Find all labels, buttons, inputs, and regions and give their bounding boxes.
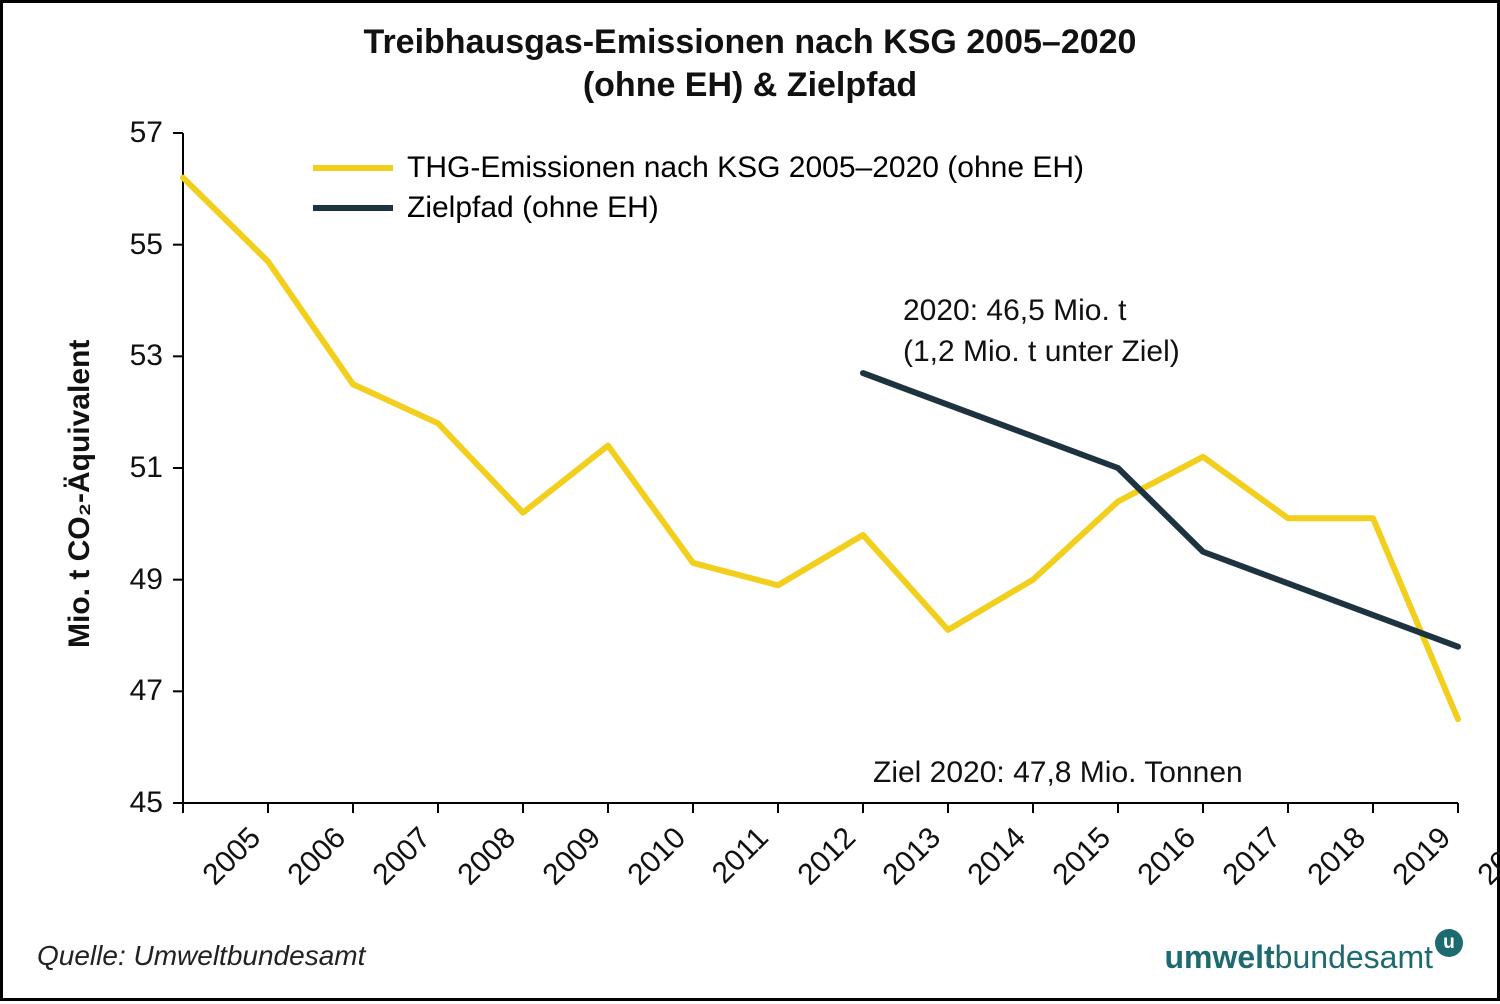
legend-label: THG-Emissionen nach KSG 2005–2020 (ohne …: [407, 151, 1084, 185]
y-tick-label: 45: [103, 786, 163, 820]
annot-2020: 2020: 46,5 Mio. t(1,2 Mio. t unter Ziel): [903, 291, 1180, 372]
series-line-thg: [183, 178, 1458, 720]
annotation-line: 2020: 46,5 Mio. t: [903, 291, 1180, 332]
brand-part2: bundesamt: [1275, 939, 1433, 976]
source-label: Quelle: Umweltbundesamt: [37, 940, 365, 972]
y-tick-label: 57: [103, 116, 163, 150]
series-line-ziel: [863, 373, 1458, 647]
legend-swatch-icon: [313, 165, 393, 171]
y-tick-label: 55: [103, 228, 163, 262]
y-tick-label: 51: [103, 451, 163, 485]
legend-item-thg: THG-Emissionen nach KSG 2005–2020 (ohne …: [313, 151, 1084, 185]
legend-label: Zielpfad (ohne EH): [407, 191, 659, 225]
legend-item-ziel: Zielpfad (ohne EH): [313, 191, 1084, 225]
annot-ziel-2020: Ziel 2020: 47,8 Mio. Tonnen: [873, 753, 1243, 794]
brand-badge-icon: u: [1435, 929, 1463, 957]
annotation-line: (1,2 Mio. t unter Ziel): [903, 332, 1180, 373]
y-tick-label: 53: [103, 339, 163, 373]
y-tick-label: 47: [103, 674, 163, 708]
legend-swatch-icon: [313, 205, 393, 211]
annotation-line: Ziel 2020: 47,8 Mio. Tonnen: [873, 753, 1243, 794]
chart-frame: Treibhausgas-Emissionen nach KSG 2005–20…: [0, 0, 1500, 1001]
brand-part1: umwelt: [1164, 939, 1274, 976]
y-tick-label: 49: [103, 563, 163, 597]
brand-logo: umweltbundesamt u: [1164, 939, 1463, 976]
legend: THG-Emissionen nach KSG 2005–2020 (ohne …: [313, 151, 1084, 231]
